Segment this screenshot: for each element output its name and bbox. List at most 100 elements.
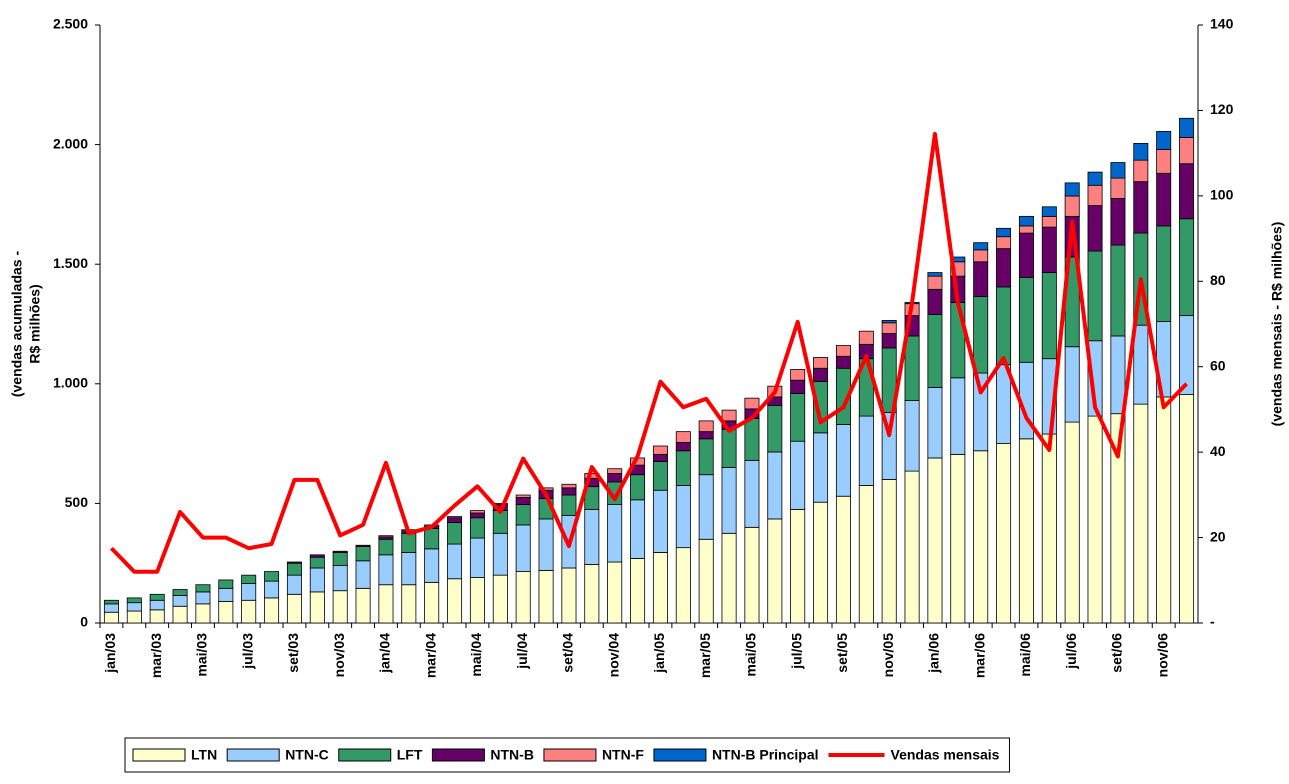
bar-segment	[355, 546, 371, 562]
bar-segment	[378, 554, 394, 586]
bar-segment	[996, 236, 1012, 250]
bar-segment	[492, 532, 508, 576]
bar-segment	[813, 367, 829, 382]
legend-label: LTN	[191, 747, 217, 763]
bar-segment	[927, 314, 943, 388]
bar-segment	[835, 345, 851, 357]
bar-segment	[652, 453, 668, 462]
bar-segment	[927, 386, 943, 459]
bar-segment	[698, 438, 714, 476]
bar-segment	[126, 597, 142, 604]
bar-segment	[561, 567, 577, 624]
bar-segment	[996, 248, 1012, 288]
bar-segment	[103, 603, 119, 613]
x-tick-label: mai/05	[743, 633, 759, 677]
bar-segment	[195, 584, 211, 593]
bar-segment	[172, 595, 188, 607]
bar-segment	[904, 470, 920, 624]
bar-segment	[652, 489, 668, 553]
bar-segment	[1087, 184, 1103, 206]
x-tick-label: jul/03	[239, 633, 255, 670]
bar-segment	[904, 400, 920, 472]
bar-segment	[607, 504, 623, 563]
bar-segment	[721, 428, 737, 468]
y-tick-label: 2.000	[53, 135, 88, 151]
bar-segment	[218, 579, 234, 589]
bar-segment	[469, 517, 485, 539]
bar-segment	[469, 577, 485, 624]
bar-segment	[355, 587, 371, 624]
bar-segment	[1041, 433, 1057, 624]
bar-segment	[950, 377, 966, 455]
y-tick-label: 1.500	[53, 255, 88, 271]
bar-segment	[1133, 159, 1149, 183]
bar-segment	[1018, 438, 1034, 624]
bar-segment	[401, 552, 417, 586]
bar-segment	[195, 591, 211, 605]
bar-segment	[927, 457, 943, 624]
bar-segment	[149, 593, 165, 601]
bar-segment	[1018, 276, 1034, 363]
bar-segment	[858, 485, 874, 624]
y2-tick-label: 80	[1210, 272, 1226, 288]
bar-segment	[652, 552, 668, 624]
bar-segment	[675, 431, 691, 443]
bar-segment	[469, 537, 485, 578]
bar-segment	[1087, 171, 1103, 186]
bar-segment	[538, 569, 554, 624]
bar-segment	[309, 556, 325, 569]
x-tick-label: jul/05	[788, 633, 804, 670]
bar-segment	[767, 518, 783, 624]
bar-segment	[1064, 346, 1080, 423]
legend-label: NTN-C	[285, 747, 329, 763]
x-tick-label: mar/06	[971, 633, 987, 678]
bar-segment	[721, 532, 737, 624]
y2-tick-label: 60	[1210, 357, 1226, 373]
bar-segment	[858, 330, 874, 345]
bar-segment	[264, 580, 280, 599]
bar-segment	[1087, 205, 1103, 252]
bar-segment	[698, 538, 714, 624]
y2-tick-label: 20	[1210, 528, 1226, 544]
bar-segment	[447, 517, 463, 523]
bar-segment	[904, 335, 920, 401]
bar-segment	[973, 242, 989, 251]
bar-segment	[1110, 244, 1126, 337]
bar-segment	[469, 512, 485, 519]
bar-segment	[767, 404, 783, 453]
bar-segment	[927, 288, 943, 315]
bar-segment	[584, 563, 600, 624]
bar-segment	[447, 516, 463, 519]
bar-segment	[1133, 181, 1149, 234]
bar-segment	[1133, 403, 1149, 624]
bar-segment	[950, 453, 966, 624]
bar-segment	[630, 499, 646, 559]
y2-tick-label: 100	[1210, 187, 1234, 203]
bar-segment	[515, 494, 531, 498]
bar-segment	[1110, 162, 1126, 179]
bar-segment	[1179, 137, 1195, 165]
bar-segment	[1110, 177, 1126, 199]
legend-label: NTN-B	[490, 747, 534, 763]
legend-swatch	[132, 748, 186, 762]
bar-segment	[1018, 232, 1034, 278]
bar-segment	[1156, 131, 1172, 150]
bar-segment	[1018, 225, 1034, 234]
bar-segment	[515, 504, 531, 526]
bar-segment	[790, 440, 806, 510]
bar-segment	[241, 583, 257, 601]
legend: LTN NTN-C LFT NTN-B NTN-F NTN-B Principal Vend…	[124, 737, 1010, 773]
bar-segment	[309, 591, 325, 624]
bar-segment	[652, 461, 668, 491]
bar-segment	[103, 599, 119, 605]
x-tick-label: set/04	[560, 633, 576, 673]
bar-segment	[447, 543, 463, 580]
x-tick-label: jul/06	[1063, 633, 1079, 670]
bar-segment	[149, 599, 165, 611]
line-series	[110, 131, 1188, 574]
bar-segment	[378, 535, 394, 538]
x-tick-label: nov/03	[331, 633, 347, 678]
bar-segment	[996, 227, 1012, 238]
bar-segment	[149, 609, 165, 624]
bar-segment	[447, 578, 463, 624]
